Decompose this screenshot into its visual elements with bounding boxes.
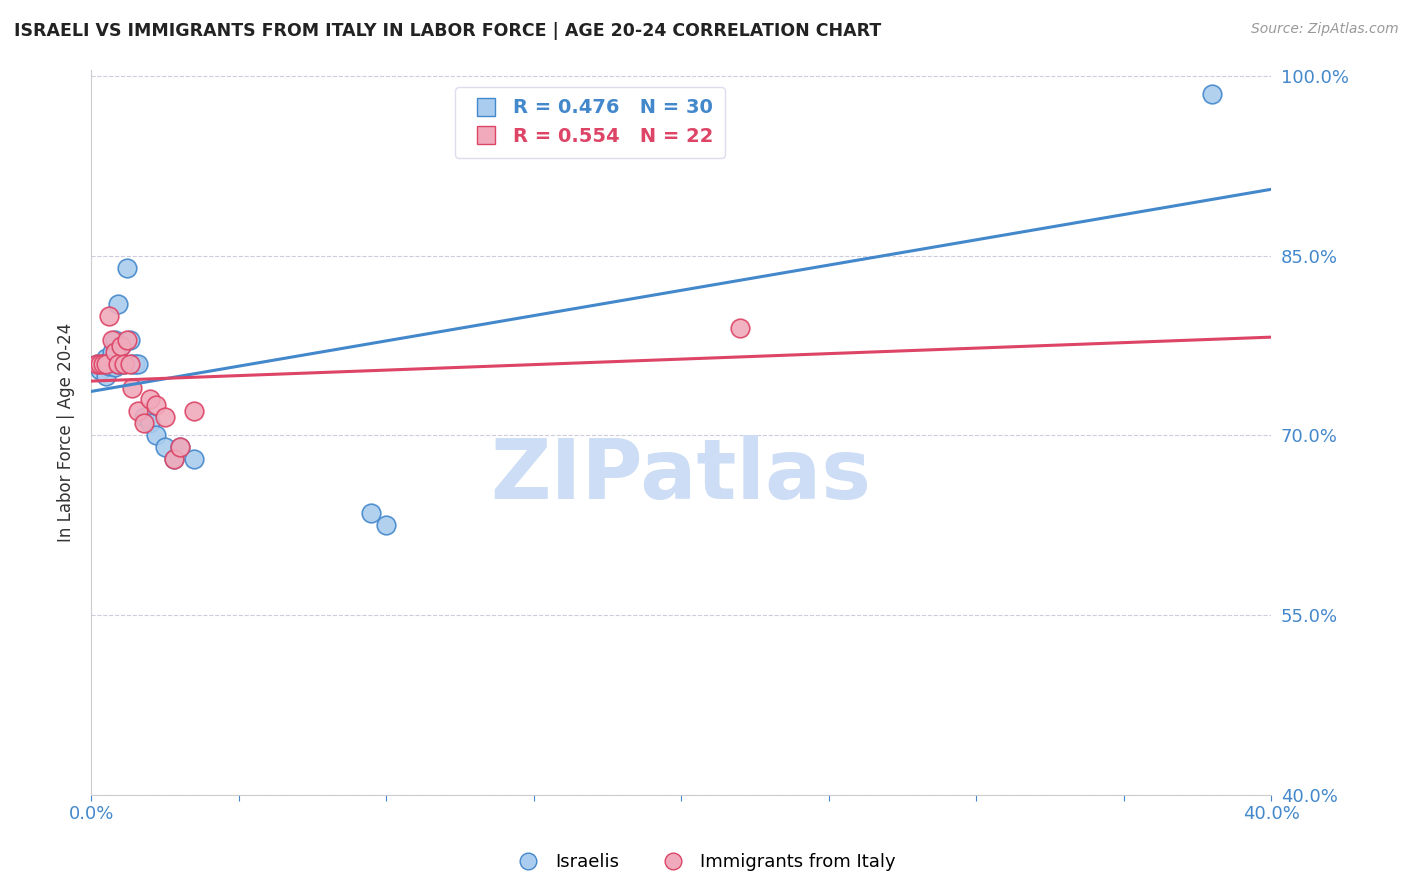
Point [124, 357, 146, 371]
Point [115, 260, 138, 275]
Point [104, 360, 127, 375]
Point [110, 357, 132, 371]
Point [97, 359, 120, 373]
Point [91, 357, 114, 371]
Point [89, 357, 111, 371]
Point [91, 357, 114, 371]
Y-axis label: In Labor Force | Age 20-24: In Labor Force | Age 20-24 [58, 323, 75, 542]
Point [139, 392, 162, 407]
Point [127, 357, 149, 371]
Point [145, 428, 167, 442]
Text: Source: ZipAtlas.com: Source: ZipAtlas.com [1251, 22, 1399, 37]
Point [89, 362, 111, 376]
Point [169, 441, 191, 455]
Point [139, 417, 162, 431]
Point [94, 351, 117, 365]
Point [112, 357, 135, 371]
Point [121, 380, 143, 394]
Point [104, 344, 127, 359]
Point [153, 410, 176, 425]
Text: ISRAELI VS IMMIGRANTS FROM ITALY IN LABOR FORCE | AGE 20-24 CORRELATION CHART: ISRAELI VS IMMIGRANTS FROM ITALY IN LABO… [14, 22, 882, 40]
Point [97, 354, 120, 368]
Point [360, 507, 382, 521]
Point [110, 338, 132, 352]
Legend: Israelis, Immigrants from Italy: Israelis, Immigrants from Italy [503, 847, 903, 879]
Point [94, 357, 117, 371]
Point [728, 320, 751, 334]
Point [86, 357, 108, 371]
Point [115, 333, 138, 347]
Point [127, 404, 149, 418]
Point [163, 452, 186, 467]
Legend: R = 0.476   N = 30, R = 0.554   N = 22: R = 0.476 N = 30, R = 0.554 N = 22 [456, 87, 725, 158]
Point [97, 309, 120, 323]
Point [145, 399, 167, 413]
Point [118, 333, 141, 347]
Point [86, 357, 108, 371]
Point [107, 357, 129, 371]
Point [107, 296, 129, 310]
Point [183, 404, 205, 418]
Point [101, 333, 124, 347]
Point [163, 452, 186, 467]
Point [169, 441, 191, 455]
Point [94, 368, 117, 383]
Point [101, 344, 124, 359]
Point [134, 410, 156, 425]
Point [104, 333, 127, 347]
Point [134, 417, 156, 431]
Point [121, 357, 143, 371]
Point [118, 357, 141, 371]
Point [112, 357, 135, 371]
Point [107, 357, 129, 371]
Text: ZIPatlas: ZIPatlas [491, 435, 872, 516]
Point [1201, 87, 1223, 101]
Point [183, 452, 205, 467]
Point [375, 518, 398, 533]
Point [153, 441, 176, 455]
Point [110, 338, 132, 352]
